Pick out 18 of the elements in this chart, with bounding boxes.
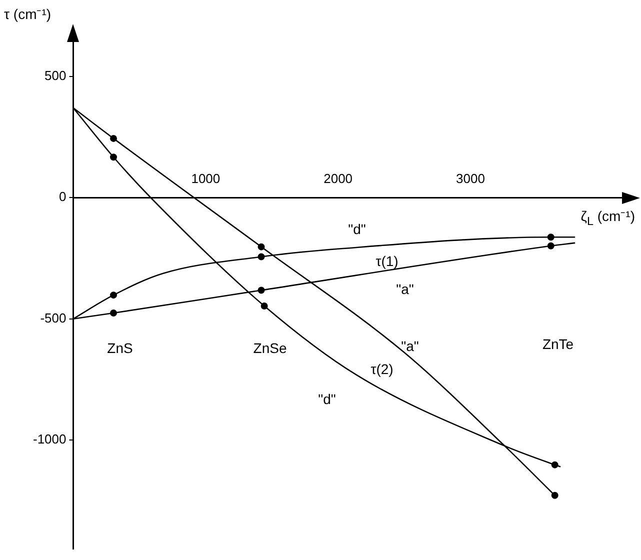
annotation: "d" (348, 220, 366, 237)
annotation: ZnTe (542, 336, 574, 352)
x-tick-label: 3000 (456, 170, 485, 186)
annotation: "d" (318, 390, 336, 407)
x-tick-label: 1000 (191, 170, 220, 186)
annotation: "a" (401, 338, 419, 354)
y-tick-label: -1000 (33, 432, 66, 447)
y-tick-label: -500 (40, 310, 66, 326)
annotation: τ(2) (370, 360, 394, 377)
annotation: "a" (396, 280, 414, 297)
x-axis-title: ζ$_{L}$ (cm⁻¹) (580, 206, 635, 228)
y-tick-label: 500 (44, 68, 66, 83)
annotation: ZnSe (253, 340, 287, 356)
x-tick-label: 2000 (324, 170, 353, 186)
annotation: τ(1) (376, 252, 398, 269)
y-tick-label: 0 (59, 189, 66, 204)
annotation: ZnS (107, 340, 133, 356)
y-axis-title: τ (cm⁻¹) (4, 5, 52, 23)
